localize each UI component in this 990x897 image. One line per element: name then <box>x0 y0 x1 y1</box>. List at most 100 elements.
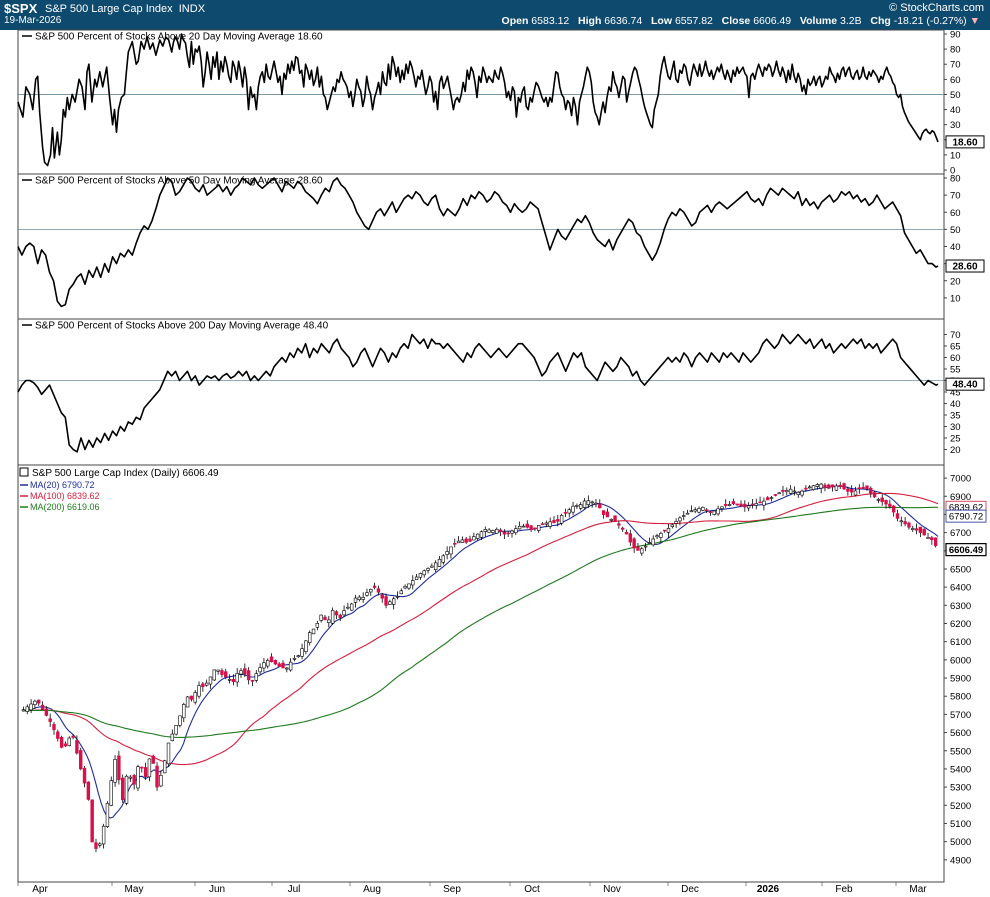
candle-body <box>731 501 736 505</box>
y-tick-label: 6900 <box>950 492 971 503</box>
candle-body <box>334 611 339 616</box>
price-panel: 4900 5000 5100 5200 5300 5400 5500 5600 5700 5800… <box>19 467 987 866</box>
candle-body <box>884 500 888 505</box>
candle-body <box>571 505 575 513</box>
candle-body <box>204 682 209 686</box>
candle-body <box>37 699 41 704</box>
candle-body <box>109 780 113 806</box>
candle-body <box>185 696 190 708</box>
y-tick-label: 5000 <box>950 837 971 848</box>
candle-body <box>911 528 915 530</box>
candle-body <box>468 538 472 542</box>
candle-body <box>922 528 926 536</box>
y-tick-label: 5500 <box>950 746 971 757</box>
y-tick-label: 70 <box>950 330 961 341</box>
candle-body <box>380 594 384 599</box>
month-label-aug: Aug <box>363 884 381 895</box>
candle-body <box>384 596 388 606</box>
y-tick-label: 50 <box>950 90 961 101</box>
candle-body <box>781 490 785 492</box>
candle-body <box>670 524 675 527</box>
candle-body <box>662 529 667 532</box>
price-tag <box>945 509 987 523</box>
y-tick-label: 6200 <box>950 619 971 630</box>
candle-body <box>746 505 751 509</box>
last-value-label: 18.60 <box>952 137 977 148</box>
candle-body <box>311 628 316 635</box>
y-tick-label: 5800 <box>950 692 971 703</box>
candle-body <box>880 497 884 503</box>
candle-body <box>475 533 480 539</box>
candle-body <box>82 767 87 784</box>
candle-body <box>105 803 110 827</box>
candle-body <box>101 825 106 845</box>
candle-body <box>796 491 800 495</box>
candle-body <box>216 669 220 672</box>
candle-body <box>559 515 564 524</box>
candle-body <box>750 503 755 506</box>
candle-body <box>201 683 205 688</box>
symbol-name: S&P 500 Large Cap Index INDX <box>45 3 206 15</box>
candle-body <box>914 528 919 531</box>
stockcharts-logo[interactable]: © StockCharts.com <box>889 2 984 14</box>
y-tick-label: 5700 <box>950 710 971 721</box>
candle-body <box>651 538 655 546</box>
candle-body <box>411 580 415 586</box>
legend-label: MA(200) 6619.06 <box>30 502 100 512</box>
y-tick-label: 5300 <box>950 783 971 794</box>
candle-body <box>308 632 312 643</box>
candle-body <box>735 503 739 506</box>
candle-body <box>323 616 327 621</box>
candle-body <box>613 515 617 523</box>
candle-body <box>319 614 323 621</box>
candle-body <box>151 755 155 764</box>
candle-body <box>266 660 270 667</box>
candle-body <box>537 525 541 531</box>
candle-body <box>823 484 827 488</box>
candle-body <box>258 667 262 673</box>
y-tick-label: 40 <box>950 242 961 253</box>
ma100-line <box>21 492 939 766</box>
ma200-line <box>21 506 938 738</box>
candle-body <box>861 487 865 489</box>
candle-body <box>44 708 49 716</box>
candle-body <box>464 538 468 543</box>
candle-body <box>525 523 529 528</box>
candle-body <box>533 527 537 530</box>
candle-body <box>433 562 438 571</box>
candle-body <box>792 490 797 493</box>
y-tick-label: 20 <box>950 276 961 287</box>
candle-body <box>548 521 552 527</box>
candle-body <box>773 494 778 496</box>
y-tick-label: 5900 <box>950 674 971 685</box>
quote-summary: Open 6583.12 High 6636.74 Low 6557.82 Cl… <box>501 15 980 27</box>
month-label-sep: Sep <box>443 884 461 895</box>
candle-body <box>86 781 91 800</box>
candle-body <box>246 670 251 681</box>
candle-body <box>624 532 629 535</box>
candle-body <box>353 597 358 603</box>
candle-body <box>827 484 831 489</box>
candle-body <box>758 501 762 504</box>
candle-body <box>590 501 594 504</box>
candle-body <box>155 765 159 788</box>
candle-body <box>655 535 659 538</box>
candle-body <box>281 662 285 669</box>
y-tick-label: 6500 <box>950 564 971 575</box>
candle-body <box>342 610 346 616</box>
candle-body <box>208 676 213 685</box>
candle-body <box>678 517 682 522</box>
y-tick-label: 55 <box>950 365 961 376</box>
candle-body <box>811 485 816 490</box>
y-tick-label: 80 <box>950 45 961 56</box>
candle-body <box>113 758 117 783</box>
symbol[interactable]: $SPX <box>4 1 38 16</box>
candle-body <box>563 512 568 514</box>
panel-title: S&P 500 Percent of Stocks Above 20 Day M… <box>35 32 323 43</box>
candle-body <box>159 774 163 787</box>
candle-body <box>288 661 293 671</box>
candle-body <box>235 673 239 683</box>
candle-body <box>372 585 377 588</box>
y-tick-label: 0 <box>950 166 955 177</box>
candle-body <box>453 542 457 545</box>
